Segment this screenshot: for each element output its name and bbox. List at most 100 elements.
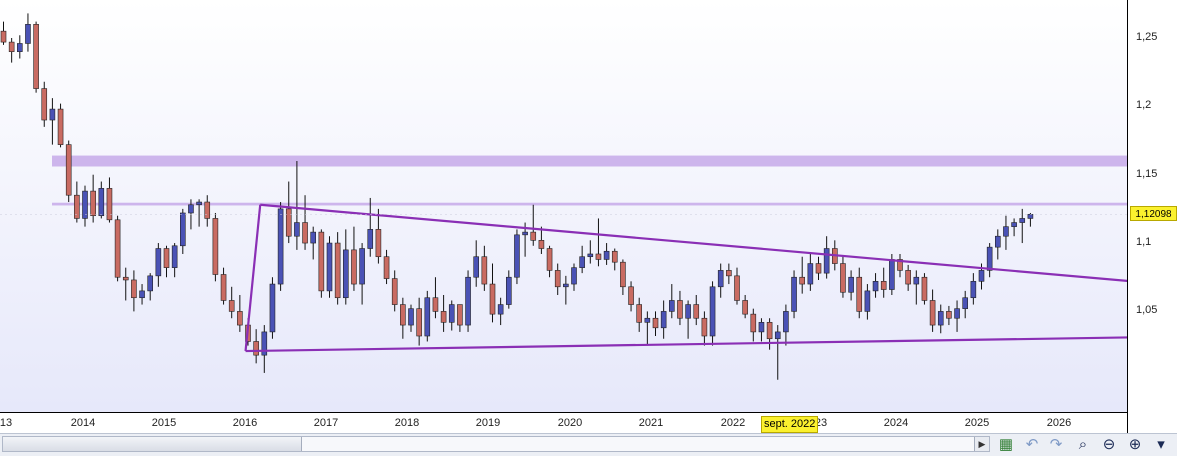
candle-body: [253, 341, 259, 356]
candle-body: [774, 331, 781, 340]
candle-body: [98, 188, 105, 217]
candle-body: [351, 249, 357, 285]
undo-icon[interactable]: ↶: [1025, 436, 1039, 453]
y-tick-label: 1,2: [1136, 99, 1152, 111]
candle-body: [33, 24, 39, 89]
candle-body: [538, 240, 545, 249]
candle-body: [685, 304, 691, 319]
candle-body: [717, 270, 724, 288]
candle-body: [994, 235, 1001, 248]
candle-body: [342, 249, 349, 299]
candle-body: [579, 256, 585, 268]
y-tick-label: 1,1: [1136, 236, 1152, 248]
x-tick-label: 2018: [394, 417, 420, 429]
bottom-toolbar: ▶ ▦ ↶ ↷ ⌕ ⊖ ⊕ ▾: [0, 433, 1177, 456]
trendline: [260, 203, 1127, 282]
candle-body: [595, 253, 602, 260]
candle-body: [554, 270, 561, 288]
candle-body: [986, 246, 993, 271]
candle-body: [147, 275, 153, 292]
x-tick-label: 13: [0, 417, 13, 429]
candle-body: [326, 242, 333, 292]
candle-body: [954, 308, 960, 319]
candle-body: [530, 231, 537, 241]
trendline: [244, 204, 262, 352]
candle-body: [970, 281, 977, 299]
candle-body: [668, 300, 675, 312]
candle-body: [522, 231, 528, 236]
candle-body: [546, 248, 553, 271]
candle-body: [1019, 218, 1026, 223]
candle-body: [905, 270, 911, 285]
chart-type-icon[interactable]: ▾: [1157, 436, 1165, 453]
candle-body: [334, 242, 341, 299]
candle-body: [180, 212, 186, 247]
candle-body: [261, 331, 268, 356]
candle-body: [611, 250, 618, 263]
candle-body: [897, 259, 903, 271]
candle-body: [424, 297, 431, 337]
x-tick-label: 2019: [475, 417, 501, 429]
candle-body: [122, 276, 129, 281]
candle-body: [1011, 222, 1017, 227]
candle-body: [220, 274, 227, 301]
candle-body: [701, 317, 708, 337]
candle-body: [74, 194, 80, 219]
candle-body: [742, 300, 748, 315]
candle-body: [57, 108, 64, 145]
candle-body: [514, 234, 520, 278]
candle-body: [937, 311, 944, 326]
candle-body: [440, 311, 447, 323]
x-tick-label: 2025: [964, 417, 990, 429]
candle-body: [815, 263, 822, 274]
candle-body: [90, 190, 96, 217]
resistance-band: [52, 202, 1127, 206]
candle-body: [473, 256, 480, 278]
candle-body: [114, 219, 121, 278]
candle-body: [636, 304, 643, 323]
zoom-out-icon[interactable]: ⊖: [1102, 436, 1116, 453]
candle-body: [848, 276, 854, 293]
x-tick-label: 2020: [557, 417, 583, 429]
candle-body: [766, 322, 773, 340]
time-axis: 13 2014 2015 2016 2017 2018 2019 2020 20…: [0, 412, 1127, 434]
candle-body: [783, 311, 789, 333]
candle-body: [448, 304, 455, 323]
candle-body: [880, 281, 887, 290]
candle-body: [408, 308, 414, 326]
scrollbar-thumb[interactable]: [3, 437, 302, 451]
candle-body: [587, 253, 594, 258]
scroll-right-button[interactable]: ▶: [974, 437, 989, 451]
candle-body: [505, 276, 512, 305]
trendline: [245, 336, 1127, 353]
candle-body: [82, 190, 88, 219]
candle-body: [375, 229, 382, 258]
zoom-fit-icon[interactable]: ⌕: [1078, 436, 1088, 453]
calendar-icon[interactable]: ▦: [998, 436, 1014, 453]
candle-body: [171, 245, 178, 268]
current-price-badge: 1,12098: [1130, 206, 1177, 221]
candle-body: [302, 222, 308, 244]
candle-body: [383, 256, 390, 279]
candle-body: [481, 256, 488, 285]
candle-body: [889, 259, 895, 290]
candle-body: [25, 24, 31, 44]
candle-body: [807, 263, 814, 285]
zoom-in-icon[interactable]: ⊕: [1128, 436, 1142, 453]
x-tick-label: 2024: [883, 417, 909, 429]
candle-body: [457, 304, 463, 326]
candle-body: [228, 300, 235, 312]
candle-body: [163, 248, 170, 268]
candle-body: [204, 201, 211, 219]
x-tick-label: 2022: [720, 417, 746, 429]
horizontal-scrollbar[interactable]: ▶: [2, 436, 990, 452]
candle-body: [677, 300, 683, 319]
candle-body: [791, 276, 797, 312]
candle-body: [269, 283, 276, 333]
candle-body: [913, 276, 920, 285]
chart-plot-area[interactable]: [0, 0, 1127, 412]
candle-body: [660, 311, 667, 329]
candle-body: [946, 311, 952, 319]
redo-icon[interactable]: ↷: [1049, 436, 1063, 453]
candle-body: [489, 283, 496, 315]
